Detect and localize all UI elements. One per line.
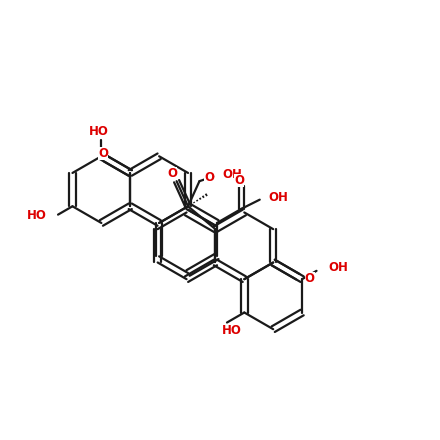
Text: HO: HO xyxy=(89,125,109,138)
Text: O: O xyxy=(304,272,315,286)
Text: HO: HO xyxy=(222,324,242,337)
Text: O: O xyxy=(204,172,214,184)
Text: O: O xyxy=(99,147,108,160)
Text: OH: OH xyxy=(269,191,289,204)
Text: O: O xyxy=(167,167,177,180)
Text: OH: OH xyxy=(222,168,242,181)
Text: HO: HO xyxy=(27,209,47,222)
Text: O: O xyxy=(234,174,244,187)
Text: OH: OH xyxy=(328,260,348,274)
